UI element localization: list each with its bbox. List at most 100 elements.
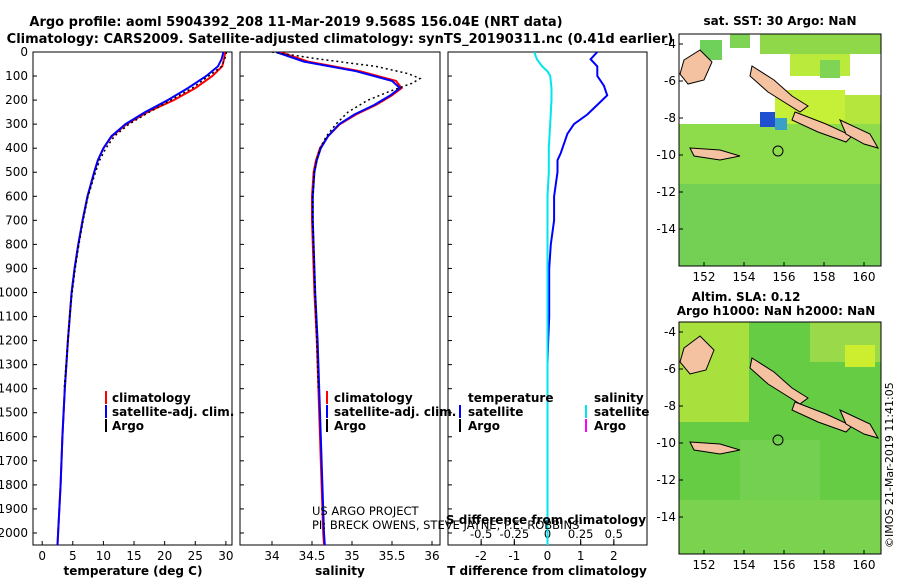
x-tick-label: -1 [508, 549, 520, 563]
series-line-s-satellite [533, 52, 553, 545]
s-diff-tick-label: -0.5 [470, 527, 492, 541]
legend-s-satellite: satellite [594, 405, 649, 419]
depth-tick-label: 2000 [0, 526, 28, 540]
map-lat-label: -12 [656, 185, 676, 199]
legend-swatch-satellite [105, 405, 107, 418]
sst-patch [679, 184, 881, 266]
depth-tick-label: 600 [5, 189, 28, 203]
sst-land-solomons [689, 147, 741, 161]
map-lat-label: -10 [656, 148, 676, 162]
temperature-panel [32, 51, 233, 546]
x-tick-label: 35.5 [379, 549, 406, 563]
depth-tick-label: 1100 [0, 310, 28, 324]
legend-swatch-s-argo [585, 419, 587, 432]
series-line-t-satellite [546, 52, 609, 545]
map-lon-label: 158 [813, 558, 836, 572]
sla-land-solomons [839, 408, 880, 439]
credit-line1: US ARGO PROJECT [312, 504, 420, 518]
depth-tick-label: 1700 [0, 454, 28, 468]
x-tick-label: -2 [475, 549, 487, 563]
depth-tick-label: 900 [5, 261, 28, 275]
map-lat-label: -8 [664, 399, 676, 413]
map-lat-label: -14 [656, 510, 676, 524]
depth-tick-label: 800 [5, 237, 28, 251]
map-lat-label: -8 [664, 111, 676, 125]
sla-map [679, 322, 881, 554]
sst-land-solomons [839, 118, 880, 149]
x-tick-label: 25 [188, 549, 203, 563]
x-tick-label: 34 [264, 549, 279, 563]
series-line-climatology [56, 52, 227, 545]
map-lon-label: 152 [693, 270, 716, 284]
map-lat-label: -4 [664, 325, 676, 339]
series-line-argo [271, 52, 422, 389]
legend-swatch-t-satellite [459, 405, 461, 418]
series-line-climatology [279, 52, 404, 545]
map-lon-label: 158 [813, 270, 836, 284]
legend-temperature-head: temperature [468, 391, 553, 405]
map-lat-label: -14 [656, 222, 676, 236]
map-lat-label: -6 [664, 362, 676, 376]
sst-argo-location [772, 145, 784, 157]
panel-3-series [533, 52, 609, 545]
sla-land-solomons [791, 401, 853, 433]
map-lat-label: -6 [664, 74, 676, 88]
panel-1-series [56, 52, 228, 545]
depth-tick-label: 500 [5, 165, 28, 179]
x-axes: 0 5 10 15 20 25 30 34 34.5 35 35.5 36 -2 -1 0 1 2 -0.5 -0.… [38, 527, 623, 563]
imos-stamp: ©IMOS 21-Mar-2019 11:41:05 [883, 382, 896, 548]
legend-t-satellite: satellite [468, 405, 523, 419]
legend-salinity-head: salinity [594, 391, 644, 405]
map-lon-label: 154 [733, 270, 756, 284]
x-tick-label: 0 [544, 549, 552, 563]
sla-patch [845, 345, 875, 367]
sla-land-new-ireland [679, 335, 715, 375]
credit-line2: PI: BRECK OWENS, STEVE JAYNE, P.E. ROBBI… [312, 518, 579, 532]
map-lat-label: -12 [656, 473, 676, 487]
temperature-axis-label: temperature (deg C) [64, 564, 203, 578]
sla-land-solomons [689, 441, 741, 455]
sst-patch [730, 34, 750, 48]
x-tick-label: 34.5 [299, 549, 326, 563]
x-tick-label: 10 [96, 549, 111, 563]
sst-land-new-ireland [679, 49, 713, 85]
legend-swatch-argo [326, 419, 328, 432]
legend-s-argo: Argo [594, 419, 626, 433]
s-diff-tick-label: -0.25 [499, 527, 529, 541]
sst-land-bougainville [749, 65, 809, 113]
map-lon-label: 156 [773, 558, 796, 572]
sst-patch [775, 118, 787, 130]
legend-climatology: climatology [334, 391, 413, 405]
profile-lines [56, 52, 609, 545]
sst-map-title: sat. SST: 30 Argo: NaN [703, 14, 856, 28]
sla-patch [679, 500, 881, 554]
depth-tick-label: 1600 [0, 430, 28, 444]
series-line-argo [63, 52, 228, 389]
x-tick-label: 0 [38, 549, 46, 563]
sla-map-frame [678, 321, 882, 555]
depth-tick-label: 100 [5, 69, 28, 83]
s-diff-tick-label: 0.5 [605, 527, 623, 541]
depth-tick-label: 300 [5, 117, 28, 131]
salinity-axis-label: salinity [315, 564, 365, 578]
legend-climatology: climatology [112, 391, 191, 405]
sla-map-axes: -4 -6 -8 -10 -12 -14 152 154 156 158 160 [656, 325, 875, 572]
depth-tick-label: 1200 [0, 334, 28, 348]
legend-swatch-argo [105, 419, 107, 432]
depth-tick-label: 400 [5, 141, 28, 155]
header-line1: Argo profile: aoml 5904392_208 11-Mar-20… [29, 15, 562, 30]
depth-tick-label: 1500 [0, 406, 28, 420]
depth-tick-label: 1000 [0, 285, 28, 299]
map-lat-label: -10 [656, 436, 676, 450]
depth-axis: 0 100 200 300 400 500 600 700 800 900 1000 1100 1200… [0, 45, 452, 540]
legend-swatch-t-argo [459, 419, 461, 432]
map-lat-label: -4 [664, 37, 676, 51]
salinity-legend: climatology satellite-adj. clim. Argo [326, 391, 456, 433]
x-tick-label: 36 [424, 549, 439, 563]
map-lon-label: 152 [693, 558, 716, 572]
map-lon-label: 160 [853, 558, 876, 572]
series-line-satellite [56, 52, 225, 545]
header-line2: Climatology: CARS2009. Satellite-adjuste… [7, 32, 674, 47]
x-tick-label: 2 [610, 549, 618, 563]
